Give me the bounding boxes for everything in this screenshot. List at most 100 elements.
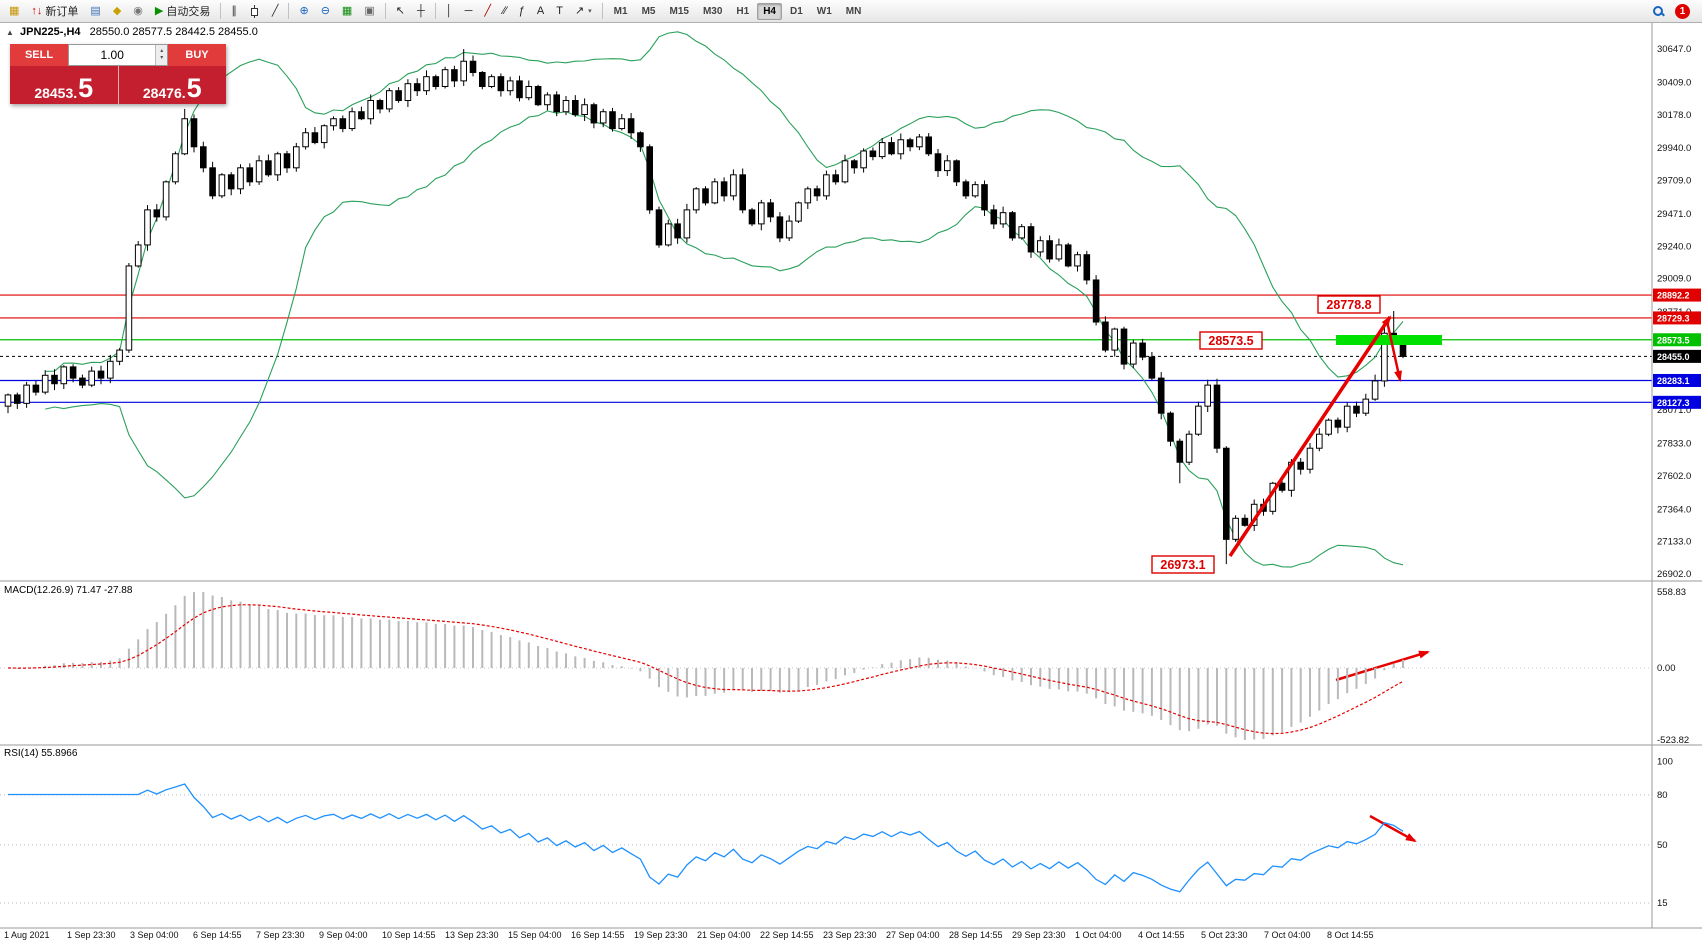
one-click-trading-panel: SELL ▴ ▾ BUY 28453. 5 28476. 5	[10, 44, 226, 104]
svg-text:29240.0: 29240.0	[1657, 241, 1691, 252]
trend-arrow[interactable]	[1369, 814, 1417, 843]
svg-text:16 Sep 14:55: 16 Sep 14:55	[571, 930, 625, 940]
timeframe-m15[interactable]: M15	[669, 5, 689, 17]
svg-text:27833.0: 27833.0	[1657, 439, 1691, 450]
timeframe-m1[interactable]: M1	[613, 5, 628, 17]
timeframe-h4[interactable]: H4	[757, 2, 782, 20]
price-annotation-label[interactable]: 26973.1	[1151, 555, 1215, 574]
svg-text:1 Oct 04:00: 1 Oct 04:00	[1075, 930, 1122, 940]
macd-indicator-name: MACD(12.26.9)	[4, 585, 74, 596]
bar-chart-icon[interactable]: ∥	[231, 4, 237, 17]
buy-button[interactable]: BUY	[168, 44, 226, 66]
sell-price-main: 28453.	[34, 85, 78, 101]
macd-indicator-values: 71.47 -27.88	[76, 585, 133, 596]
market-watch-icon[interactable]: ◆	[112, 4, 122, 17]
svg-text:6 Sep 14:55: 6 Sep 14:55	[193, 930, 242, 940]
svg-text:27 Sep 04:00: 27 Sep 04:00	[886, 930, 940, 940]
tile-windows-icon[interactable]: ▦	[341, 4, 353, 17]
toolbar-sep	[220, 3, 222, 19]
candlestick-chart-icon[interactable]	[244, 1, 265, 21]
horizontal-line-28729.3[interactable]: 28729.3	[0, 311, 1701, 325]
svg-text:28778.8: 28778.8	[1326, 298, 1371, 312]
toolbar-sep	[601, 3, 603, 19]
text-icon[interactable]: A	[536, 4, 545, 17]
arrows-icon[interactable]: ↗ ▾	[574, 4, 592, 17]
trendline-icon[interactable]: ╱	[484, 4, 492, 17]
svg-text:27364.0: 27364.0	[1657, 504, 1691, 515]
auto-arrange-icon[interactable]: ▣	[364, 4, 375, 17]
buy-price-big-digit: 5	[186, 73, 202, 104]
svg-text:15: 15	[1657, 898, 1668, 909]
line-chart-icon[interactable]: ╱	[271, 4, 279, 17]
svg-text:1 Sep 23:30: 1 Sep 23:30	[67, 930, 116, 940]
zoom-out-icon[interactable]: ⊖	[320, 4, 330, 17]
text-label-icon[interactable]: T	[556, 4, 563, 17]
crosshair-icon[interactable]: ┼	[416, 4, 425, 17]
timeframe-d1[interactable]: D1	[789, 5, 803, 17]
svg-text:28127.3: 28127.3	[1657, 398, 1690, 408]
svg-text:27602.0: 27602.0	[1657, 471, 1691, 482]
alerts-icon[interactable]: ◉	[133, 4, 143, 17]
new-chart-icon[interactable]: ▦	[9, 4, 20, 17]
price-annotation-label[interactable]: 28573.5	[1199, 331, 1263, 350]
stepper-up-icon[interactable]: ▴	[160, 47, 164, 54]
fibonacci-icon[interactable]: ƒ	[518, 4, 525, 17]
svg-text:26973.1: 26973.1	[1160, 558, 1205, 572]
volume-stepper[interactable]: ▴ ▾	[155, 45, 167, 65]
equidistant-channel-icon[interactable]: ∕∕	[503, 4, 507, 17]
stepper-down-icon[interactable]: ▾	[160, 55, 164, 61]
timeframe-w1[interactable]: W1	[816, 5, 832, 17]
svg-text:28729.3: 28729.3	[1657, 313, 1690, 323]
svg-text:5 Oct 23:30: 5 Oct 23:30	[1201, 930, 1248, 940]
horizontal-line-icon[interactable]: ─	[464, 4, 473, 17]
svg-text:29940.0: 29940.0	[1657, 143, 1691, 154]
cursor-icon[interactable]: ↖	[395, 4, 405, 17]
green-highlight-bar[interactable]	[1336, 335, 1442, 345]
svg-text:28455.0: 28455.0	[1657, 352, 1690, 362]
horizontal-line-28455.0[interactable]: 28455.0	[0, 349, 1701, 363]
time-axis[interactable]: 1 Aug 2021 1 Sep 23:30 3 Sep 04:00 6 Sep 14…	[4, 930, 1374, 940]
horizontal-line-28892.2[interactable]: 28892.2	[0, 288, 1701, 302]
zoom-in-icon[interactable]: ⊕	[299, 4, 309, 17]
svg-text:3 Sep 04:00: 3 Sep 04:00	[130, 930, 179, 940]
svg-text:27133.0: 27133.0	[1657, 537, 1691, 548]
svg-text:7 Oct 04:00: 7 Oct 04:00	[1264, 930, 1311, 940]
rsi-label: RSI(14) 55.8966	[4, 748, 77, 759]
svg-text:1 Aug 2021: 1 Aug 2021	[4, 930, 50, 940]
buy-price[interactable]: 28476. 5	[119, 66, 227, 104]
svg-text:0.00: 0.00	[1657, 663, 1676, 674]
svg-text:29 Sep 23:30: 29 Sep 23:30	[1012, 930, 1066, 940]
svg-text:28892.2: 28892.2	[1657, 291, 1690, 301]
timeframe-h1[interactable]: H1	[736, 5, 750, 17]
price-axis[interactable]: 30647.0 30409.0 30178.0 29940.0 29709.0 29471…	[1657, 44, 1691, 580]
notification-badge[interactable]: 1	[1675, 3, 1690, 19]
svg-text:30178.0: 30178.0	[1657, 110, 1691, 121]
sell-price[interactable]: 28453. 5	[10, 66, 119, 104]
svg-text:28283.1: 28283.1	[1657, 376, 1690, 386]
horizontal-line-28127.3[interactable]: 28127.3	[0, 395, 1701, 409]
trend-arrow[interactable]	[1385, 320, 1402, 382]
price-annotation-label[interactable]: 28778.8	[1317, 295, 1381, 314]
timeframe-mn[interactable]: MN	[845, 5, 862, 17]
volume-input[interactable]	[69, 45, 156, 65]
candles-layer	[4, 49, 1407, 565]
trend-arrow[interactable]	[1335, 650, 1430, 682]
search-icon[interactable]	[1648, 1, 1669, 21]
toolbar-sep	[288, 3, 290, 19]
autotrading-button[interactable]: ▶ 自动交易	[154, 4, 211, 18]
new-order-button[interactable]: ↑↓ 新订单	[31, 4, 79, 18]
symbol-name: JPN225-,H4	[19, 26, 81, 38]
bollinger-upper-band	[45, 31, 1404, 378]
vertical-line-icon[interactable]: │	[445, 4, 453, 17]
one-click-collapse-icon[interactable]: ▲	[6, 28, 14, 37]
timeframe-m30[interactable]: M30	[702, 5, 723, 17]
sell-button[interactable]: SELL	[10, 44, 68, 66]
chart-profiles-icon[interactable]: ▤	[90, 4, 101, 17]
svg-text:28 Sep 14:55: 28 Sep 14:55	[949, 930, 1003, 940]
timeframe-m5[interactable]: M5	[641, 5, 656, 17]
svg-text:9 Sep 04:00: 9 Sep 04:00	[319, 930, 368, 940]
trend-arrow[interactable]	[1228, 315, 1392, 557]
ohlc-values: 28550.0 28577.5 28442.5 28455.0	[89, 26, 258, 38]
svg-text:28071.0: 28071.0	[1657, 405, 1691, 416]
